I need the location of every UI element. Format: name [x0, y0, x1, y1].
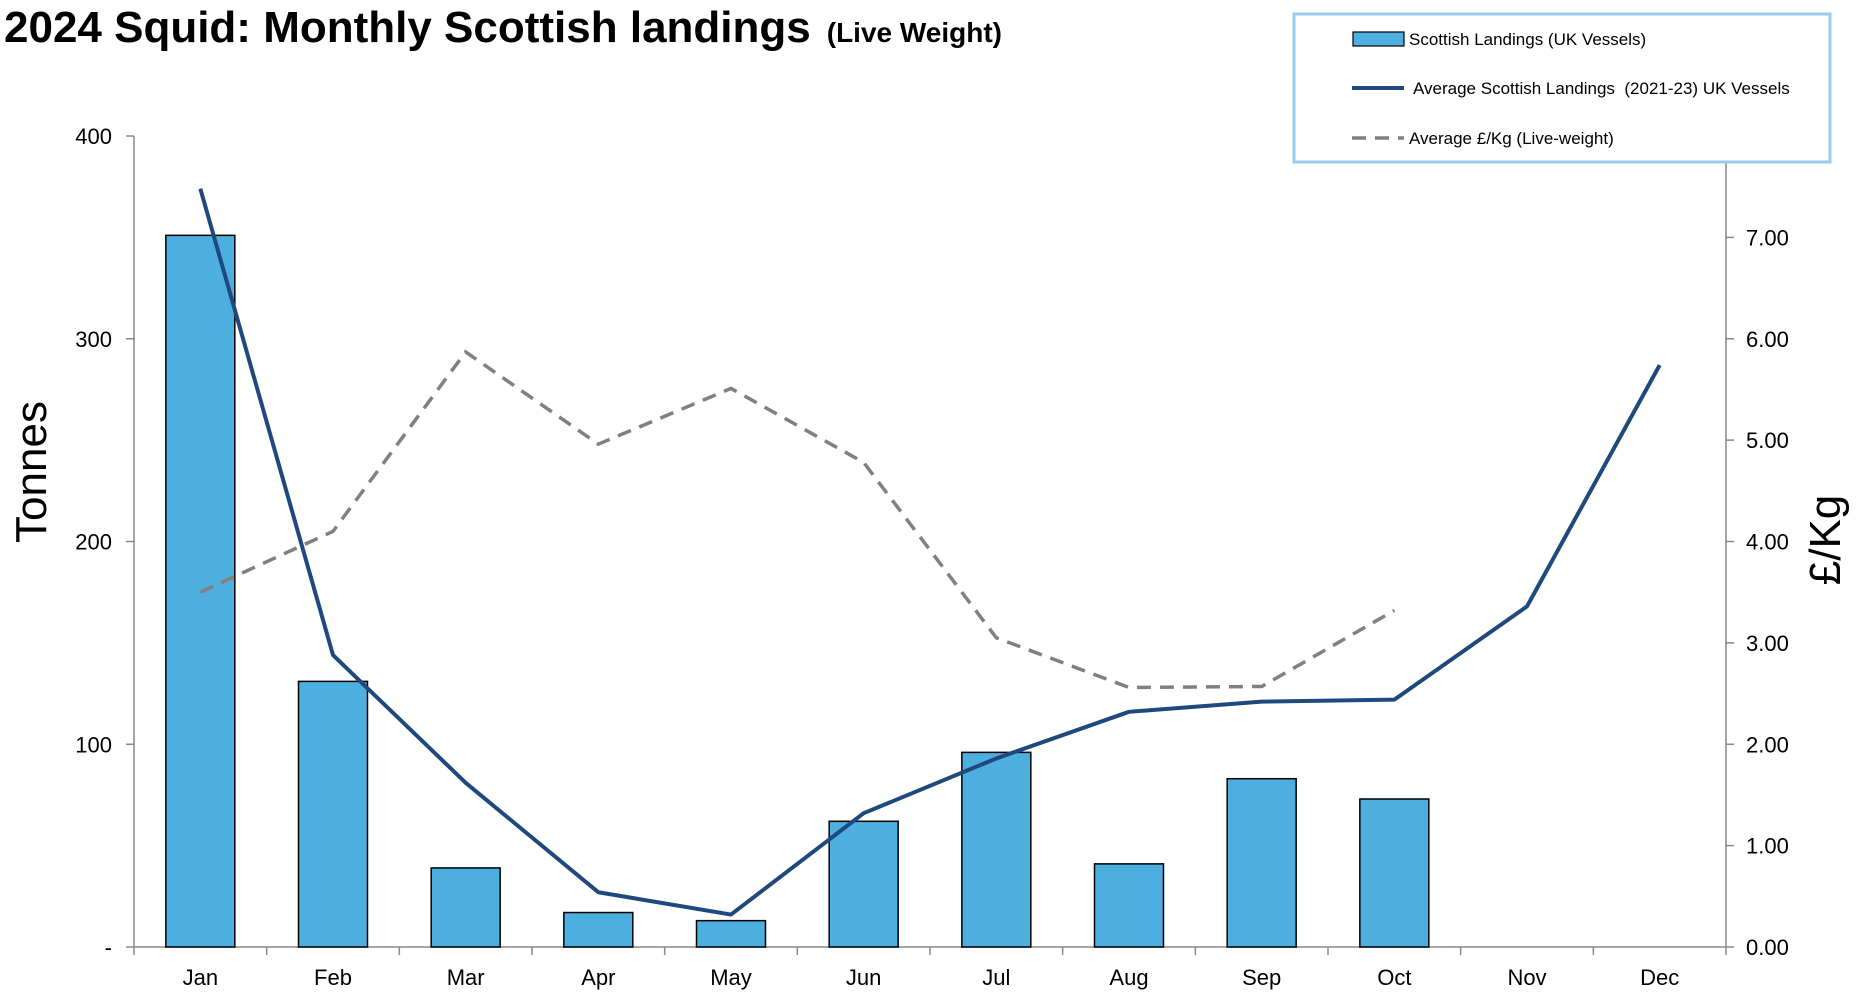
x-tick-label: Mar: [447, 965, 485, 990]
y-tick-label: 400: [75, 124, 112, 149]
bar: [1093, 863, 1165, 948]
x-tick-label: Dec: [1640, 965, 1679, 990]
y2-tick-label: 2.00: [1746, 732, 1789, 757]
y-tick-label: 100: [75, 732, 112, 757]
line-series: [198, 188, 1662, 917]
legend-label-landings: Scottish Landings (UK Vessels): [1409, 30, 1646, 49]
y2-axis-label: £/Kg: [1801, 495, 1850, 586]
x-tick-label: Jul: [982, 965, 1010, 990]
x-tick-label: Apr: [581, 965, 615, 990]
legend-label-price: Average £/Kg (Live-weight): [1409, 129, 1614, 148]
legend-swatch-bar: [1352, 31, 1405, 47]
y-tick-label: 300: [75, 327, 112, 352]
x-tick-label: Oct: [1377, 965, 1411, 990]
x-tick-label: Jan: [183, 965, 218, 990]
x-tick-label: Aug: [1109, 965, 1148, 990]
y2-tick-label: 7.00: [1746, 225, 1789, 250]
y2-tick-label: 4.00: [1746, 530, 1789, 555]
axes: [126, 135, 1734, 955]
chart-title-text: 2024 Squid: Monthly Scottish landings (Li…: [4, 3, 1002, 52]
chart-subtitle: (Live Weight): [827, 17, 1002, 48]
y2-tick-label: 1.00: [1746, 834, 1789, 859]
average-price-line: [199, 349, 1396, 690]
bar: [695, 919, 767, 948]
y2-tick-label: 3.00: [1746, 631, 1789, 656]
bar: [563, 911, 634, 948]
y2-tick-label: 6.00: [1746, 327, 1789, 352]
bar-series: [165, 234, 1430, 948]
bar: [1226, 777, 1297, 948]
bar: [828, 820, 899, 948]
bar: [1359, 798, 1430, 948]
average-landings-line: [198, 188, 1662, 917]
tick-labels: - 100 200 300 400 0.00 1.00 2.00 3.00 4.00 5.00 6.0…: [75, 124, 1789, 990]
x-tick-label: May: [710, 965, 752, 990]
chart-title: 2024 Squid: Monthly Scottish landings (Li…: [4, 3, 1002, 52]
x-tick-label: Nov: [1507, 965, 1546, 990]
legend: Scottish Landings (UK Vessels) Average Sc…: [1292, 12, 1832, 164]
y-tick-label: -: [105, 935, 112, 960]
y2-tick-label: 0.00: [1746, 935, 1789, 960]
bar: [961, 751, 1032, 948]
y-axis-label: Tonnes: [7, 401, 56, 543]
bar: [297, 680, 369, 948]
legend-label-average: Average Scottish Landings (2021-23) UK V…: [1413, 79, 1790, 98]
bar: [430, 867, 501, 948]
x-tick-label: Jun: [846, 965, 881, 990]
y-tick-label: 200: [75, 530, 112, 555]
chart-title-main: 2024 Squid: Monthly Scottish landings: [4, 3, 811, 52]
y2-tick-label: 5.00: [1746, 428, 1789, 453]
x-tick-label: Sep: [1242, 965, 1281, 990]
x-tick-label: Feb: [314, 965, 352, 990]
